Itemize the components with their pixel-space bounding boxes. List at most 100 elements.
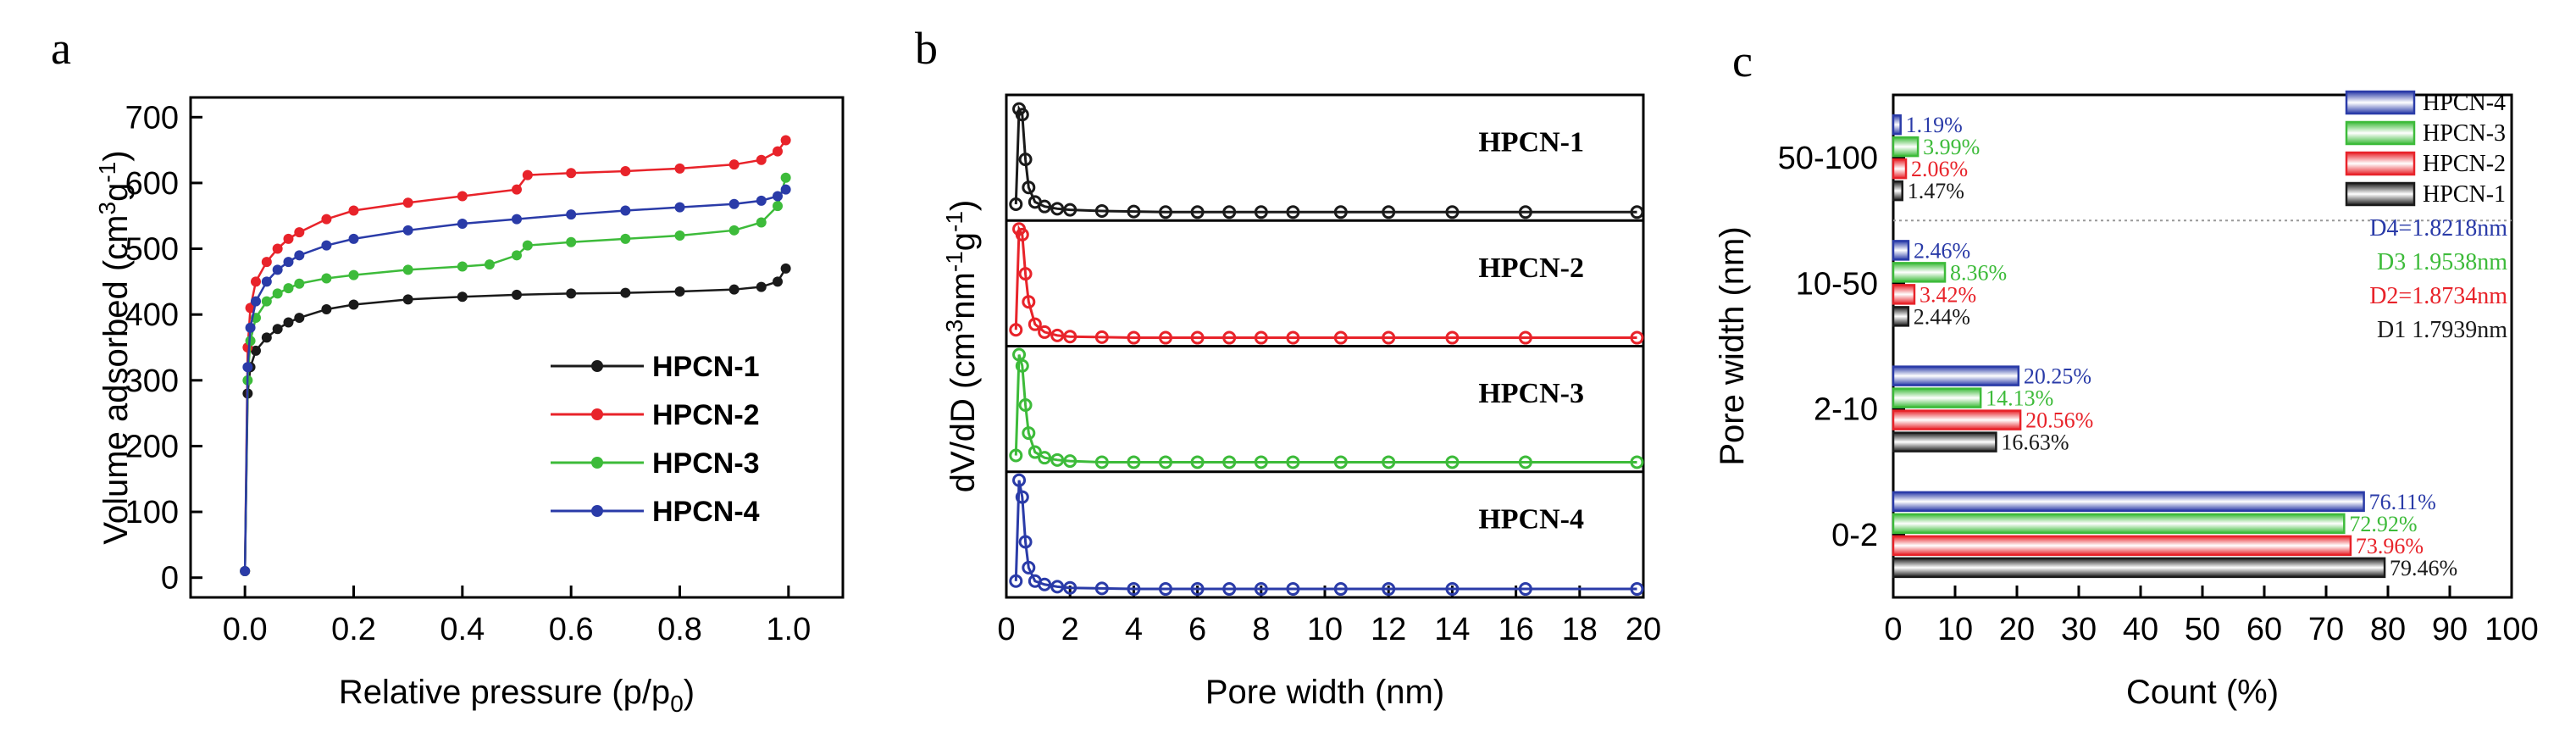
- panel-a-point-hpcn-2: [294, 227, 305, 238]
- panel-b-point-hpcn-3: [1190, 455, 1205, 469]
- panel-a-x-tick-label: 0.2: [331, 612, 376, 647]
- panel-a-x-axis-label: Relative pressure (p/p0): [339, 674, 695, 717]
- panel-a-x-tick-label: 0.4: [440, 612, 485, 647]
- panel-b-x-tick-label: 14: [1434, 612, 1470, 647]
- panel-b-point-hpcn-4: [1009, 574, 1023, 588]
- panel-b-point-hpcn-3: [1063, 454, 1077, 469]
- panel-a-x-tick-label: 1.0: [766, 612, 811, 647]
- panel-b-series-label: HPCN-4: [1478, 503, 1584, 535]
- panel-c-pore-count-chart: 0 10 20 30 40 50 60 70 80 90 100 0-2 2-10 10-50 50-100…: [1714, 90, 2539, 711]
- panel-c-bar-value-label: 2.46%: [1914, 238, 1970, 263]
- panel-a-y-tick-label: 400: [125, 297, 179, 333]
- panel-b-pore-distribution-chart: 0 2 4 6 8 10 12 14 16 18 20 HPCN-1HPCN-2HPCN-3HPCN…: [941, 93, 1661, 711]
- panel-b-point-hpcn-3: [1094, 455, 1109, 469]
- panel-a-point-hpcn-2: [674, 163, 685, 174]
- panel-a-point-hpcn-3: [620, 233, 631, 244]
- panel-a-point-hpcn-4: [348, 233, 359, 244]
- panel-b-point-hpcn-3: [1009, 448, 1023, 463]
- panel-b-point-hpcn-3: [1254, 455, 1268, 469]
- panel-a-point-hpcn-2: [348, 205, 359, 216]
- panel-c-bar-value-label: 14.13%: [1986, 386, 2053, 411]
- panel-b-series-label: HPCN-2: [1478, 253, 1584, 284]
- panel-b-point-hpcn-1: [1038, 199, 1052, 214]
- panel-a-point-hpcn-2: [780, 135, 791, 146]
- panel-b-point-hpcn-4: [1254, 582, 1268, 597]
- panel-a-x-tick-label: 0.8: [657, 612, 702, 647]
- panel-a-point-hpcn-4: [512, 214, 522, 225]
- panel-b-point-hpcn-4: [1159, 582, 1172, 597]
- panel-c-legend: HPCN-4 HPCN-3 HPCN-2 HPCN-1: [2345, 90, 2506, 208]
- panel-a-legend-label: HPCN-2: [652, 399, 760, 431]
- panel-b-point-hpcn-1: [1518, 205, 1532, 219]
- panel-a-point-hpcn-2: [251, 276, 261, 287]
- panel-a-point-hpcn-3: [674, 230, 685, 241]
- panel-c-bar-value-label: 3.42%: [1920, 282, 1976, 307]
- panel-b-point-hpcn-4: [1127, 582, 1141, 597]
- panel-c-bar-hpcn-3: [1892, 136, 1920, 158]
- panel-a-point-hpcn-2: [620, 165, 631, 176]
- panel-a-y-tick-label: 100: [125, 495, 179, 530]
- panel-b-x-tick-label: 10: [1307, 612, 1343, 647]
- panel-c-bars-group: 76.11%72.92%73.96%79.46% 20.25%14.13%20.5…: [1892, 113, 2512, 580]
- panel-label-a: a: [51, 23, 71, 74]
- panel-b-point-hpcn-3: [1028, 445, 1042, 459]
- panel-a-y-tick-label: 0: [161, 561, 179, 597]
- panel-b-point-hpcn-2: [1254, 330, 1268, 345]
- panel-b-point-hpcn-3: [1286, 455, 1300, 469]
- panel-b-point-hpcn-3: [1018, 398, 1033, 413]
- panel-c-axis-ticks: 0 10 20 30 40 50 60 70 80 90 100 0-2 2-10 10-50 50-100: [1778, 141, 2539, 647]
- panel-b-point-hpcn-3: [1127, 455, 1141, 469]
- panel-b-point-hpcn-2: [1333, 330, 1348, 345]
- panel-c-bar-hpcn-1: [1892, 306, 1910, 327]
- panel-c-bar-hpcn-3: [1892, 387, 1982, 408]
- panel-c-annotation: D2=1.8734nm: [2369, 283, 2507, 309]
- panel-b-x-tick-label: 18: [1562, 612, 1598, 647]
- panel-label-b: b: [915, 23, 938, 74]
- panel-a-point-hpcn-1: [261, 332, 272, 343]
- panel-b-point-hpcn-1: [1018, 153, 1033, 167]
- panel-b-series-label: HPCN-1: [1478, 127, 1584, 158]
- panel-a-x-tick-label: 0.0: [223, 612, 268, 647]
- panel-a-point-hpcn-2: [457, 191, 468, 202]
- panel-a-point-hpcn-3: [484, 259, 495, 270]
- panel-a-point-hpcn-4: [294, 250, 305, 261]
- panel-c-legend-swatch: [2345, 181, 2416, 207]
- panel-a-point-hpcn-2: [566, 168, 577, 179]
- panel-b-x-tick-label: 2: [1061, 612, 1079, 647]
- panel-a-plot-frame: [189, 96, 845, 599]
- panel-b-x-tick-label: 16: [1498, 612, 1533, 647]
- panel-c-bar-hpcn-2: [1892, 158, 1908, 180]
- panel-a-point-hpcn-3: [522, 240, 533, 251]
- panel-a-point-hpcn-2: [756, 154, 767, 165]
- panel-a-point-hpcn-3: [566, 236, 577, 247]
- panel-b-point-hpcn-4: [1012, 473, 1027, 487]
- panel-b-point-hpcn-4: [1630, 582, 1644, 597]
- panel-c-x-tick-label: 10: [1937, 612, 1973, 647]
- panel-b-point-hpcn-1: [1159, 205, 1172, 219]
- panel-b-series-line-hpcn-1: [1014, 104, 1637, 214]
- panel-a-point-hpcn-2: [512, 184, 522, 195]
- panel-c-x-tick-label: 70: [2308, 612, 2344, 647]
- panel-a-legend-marker: [591, 408, 603, 420]
- panel-a-point-hpcn-1: [402, 294, 413, 305]
- panel-b-x-tick-label: 20: [1626, 612, 1661, 647]
- panel-a-point-hpcn-3: [283, 283, 294, 294]
- panel-c-bar-value-label: 76.11%: [2369, 490, 2436, 514]
- panel-a-legend-label: HPCN-4: [652, 496, 760, 528]
- panel-a-point-hpcn-1: [512, 289, 522, 300]
- panel-c-bar-value-label: 2.44%: [1914, 304, 1970, 329]
- panel-a-point-hpcn-3: [348, 269, 359, 280]
- panel-c-bar-hpcn-4: [1892, 240, 1910, 261]
- panel-b-point-hpcn-2: [1286, 330, 1300, 345]
- panel-b-point-hpcn-1: [1015, 108, 1029, 122]
- panel-a-point-hpcn-1: [272, 324, 283, 335]
- panel-c-bar-value-label: 79.46%: [2390, 556, 2457, 580]
- panel-b-point-hpcn-2: [1028, 317, 1042, 331]
- panel-a-point-hpcn-1: [251, 345, 261, 356]
- panel-a-point-hpcn-3: [261, 296, 272, 307]
- panel-c-category-label: 50-100: [1778, 141, 1878, 176]
- panel-a-point-hpcn-1: [728, 284, 740, 295]
- panel-b-point-hpcn-4: [1038, 577, 1052, 591]
- panel-b-series-line-hpcn-4: [1014, 480, 1637, 591]
